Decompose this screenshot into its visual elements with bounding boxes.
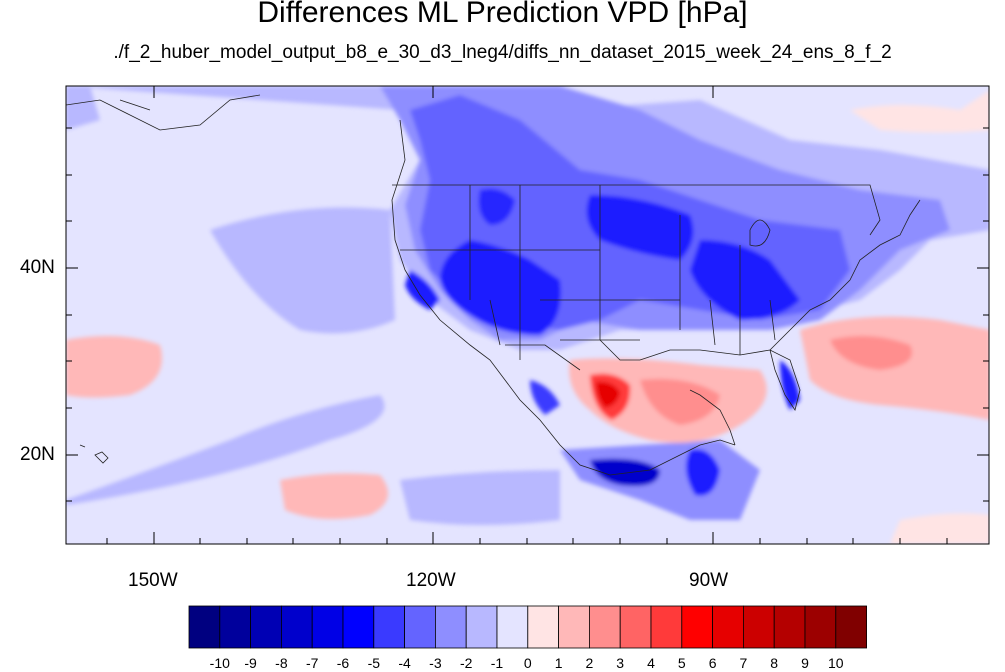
y-ticks (66, 127, 989, 502)
coastlines (66, 94, 921, 476)
colorbar-box (280, 605, 313, 649)
colorbar-label: -10 (209, 655, 230, 671)
colorbar-label: -9 (244, 655, 257, 671)
colorbar-box (743, 605, 775, 649)
colorbar-box (373, 605, 405, 649)
colorbar-box (219, 605, 252, 649)
chart-subtitle: ./f_2_huber_model_output_b8_e_30_d3_lneg… (113, 42, 892, 63)
hawaii (79, 444, 109, 464)
x-tick-label: 90W (689, 570, 729, 591)
colorbar-box (342, 605, 375, 649)
colorbar-label: -7 (305, 655, 319, 671)
colorbar-label: 6 (708, 655, 717, 671)
colorbar-box (434, 605, 467, 649)
colorbar-label: -8 (275, 655, 288, 671)
colorbar-label: -6 (336, 655, 350, 671)
colorbar-box (589, 605, 621, 649)
x-ticks (106, 86, 948, 544)
chart-title: Differences ML Prediction VPD [hPa] (257, 0, 748, 29)
colorbar-box (650, 605, 683, 649)
colorbar-label: 4 (647, 655, 655, 671)
colorbar-label: 1 (554, 655, 563, 671)
colorbar-box (712, 605, 744, 649)
colorbar-box (804, 605, 837, 649)
colorbar-label: 2 (585, 655, 594, 671)
colorbar-label: 3 (616, 655, 625, 671)
x-tick-label: 120W (406, 570, 456, 591)
colorbar-label: -3 (429, 655, 442, 671)
colorbar-box (496, 605, 529, 649)
colorbar-label: -1 (490, 655, 504, 671)
colorbar-box (835, 605, 867, 649)
colorbar-label: 5 (677, 655, 686, 671)
colorbar-box (773, 605, 806, 649)
colorbar-box (465, 605, 498, 649)
colorbar-box (681, 605, 713, 649)
colorbar-box (619, 605, 652, 649)
colorbar-label: 8 (770, 655, 779, 671)
colorbar-box (250, 605, 282, 649)
colorbar-box (527, 605, 559, 649)
colorbar-label: 9 (801, 655, 809, 671)
colorbar-label: -5 (367, 655, 381, 671)
y-tick-label: 20N (20, 444, 55, 465)
colorbar-label: -4 (398, 655, 411, 671)
colorbar-box (188, 605, 221, 649)
colorbar-box (404, 605, 436, 649)
colorbar-box (558, 605, 590, 649)
y-tick-label: 40N (20, 257, 55, 278)
colorbar-label: -2 (459, 655, 473, 671)
colorbar-box (311, 605, 344, 649)
colorbar-label: 7 (739, 655, 748, 671)
colorbar-label: 0 (523, 655, 532, 671)
colorbar-label: 10 (828, 655, 844, 671)
x-tick-label: 150W (128, 570, 178, 591)
